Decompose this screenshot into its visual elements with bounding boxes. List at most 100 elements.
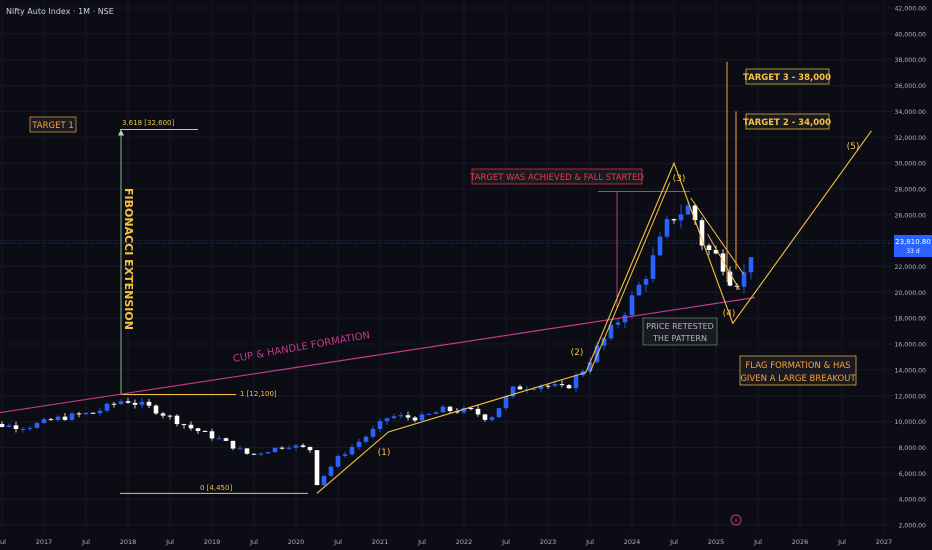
candle-body [412,417,418,421]
candle-body [496,408,502,418]
candle-body [398,415,404,417]
cup-handle-line [0,296,756,414]
y-tick-label: 6,000.00 [898,471,926,478]
svg-text:⚡: ⚡ [734,517,739,525]
flag-top-line [690,197,745,275]
fib-arrow-head [118,129,124,136]
x-tick-label: Jul [333,538,342,546]
y-tick-label: 28,000.00 [895,186,927,193]
fall-label: TARGET WAS ACHIEVED & FALL STARTED [469,173,644,183]
candle-body [573,375,579,389]
candle-body [132,402,138,405]
candle-body [251,453,257,455]
x-axis: Jul 2017 Jul 2018 Jul 2019 Jul 2020 Jul 2021 Jul 20… [0,538,892,546]
candle-body [685,205,691,215]
candle-body [118,401,124,404]
candle-body [363,436,369,442]
wave-5-label: (5) [847,142,860,152]
candle-body [629,295,635,316]
candle-body [370,428,376,437]
candle-body [202,431,208,433]
y-tick-label: 26,000.00 [895,212,927,219]
flag-bottom-line [707,233,740,291]
candle-body [517,386,523,390]
y-tick-label: 16,000.00 [895,342,927,349]
x-tick-label: Jul [585,538,594,546]
y-tick-label: 12,000.00 [895,393,927,400]
candle-body [482,414,488,420]
x-tick-label: 2019 [204,538,221,546]
y-tick-label: 20,000.00 [895,290,927,297]
candle-body [440,406,446,413]
price-badge-value: 23,810.80 [895,238,931,246]
x-tick-label: Jul [81,538,90,546]
y-tick-label: 32,000.00 [895,135,927,142]
candle-body [48,419,54,421]
candle-body [41,419,47,424]
candle-body [545,385,551,387]
candle-body [503,396,509,409]
wave-4-label: (4) [723,309,736,319]
x-tick-label: 2023 [540,538,557,546]
candle-body [552,384,558,386]
candle-body [713,249,719,254]
candle-body [671,219,677,221]
candle-body [6,425,12,427]
candle-body [300,445,306,447]
candle-body [20,428,26,430]
target1-box: TARGET 1 [29,116,77,133]
y-tick-label: 34,000.00 [895,109,927,116]
candle-body [461,408,467,413]
x-tick-label: Jul [837,538,846,546]
candle-body [615,322,621,325]
candle-body [139,401,145,405]
candle-body [321,475,327,486]
y-tick-label: 22,000.00 [895,264,927,271]
flag-line1: FLAG FORMATION & HAS [745,361,850,371]
candle-body [181,424,187,426]
x-tick-label: 2021 [372,538,389,546]
candle-body [489,417,495,420]
y-tick-label: 40,000.00 [895,31,927,38]
candle-body [405,415,411,418]
flag-line2: GIVEN A LARGE BREAKOUT [740,374,856,384]
candle-body [69,413,75,420]
candle-body [391,416,397,419]
x-tick-label: 2022 [456,538,473,546]
candle-body [83,412,89,415]
candle-body [587,362,593,372]
candle-body [209,431,215,439]
x-tick-label: Jul [501,538,510,546]
candle-body [594,345,600,363]
candle-body [664,219,670,237]
y-tick-label: 18,000.00 [895,316,927,323]
candle-body [223,438,229,441]
candle-body [216,438,222,440]
candle-body [727,271,733,286]
y-axis: 2,000.00 4,000.00 6,000.00 8,000.00 10,000.0… [893,0,932,550]
retest-box: PRICE RETESTED THE PATTERN [642,317,718,346]
x-tick-label: 2025 [708,538,725,546]
candle-body [104,403,110,411]
wave-2-label: (2) [571,348,584,358]
candle-body [419,414,425,421]
target2-box: TARGET 2 - 34,000 [743,113,831,130]
x-tick-label: 2018 [120,538,137,546]
candle-body [433,412,439,414]
event-marker-icon[interactable]: ⚡ [730,514,742,526]
target2-label: TARGET 2 - 34,000 [743,118,831,128]
y-tick-label: 10,000.00 [895,419,927,426]
candle-body [13,425,19,429]
x-tick-label: Jul [417,538,426,546]
candle-body [622,315,628,323]
candle-body [230,440,236,449]
candle-body [27,427,33,429]
x-tick-label: 2020 [288,538,305,546]
candle-body [356,441,362,448]
x-tick-label: Jul [249,538,258,546]
candle-body [97,410,103,414]
x-tick-label: 2026 [792,538,809,546]
candle-body [34,423,40,428]
